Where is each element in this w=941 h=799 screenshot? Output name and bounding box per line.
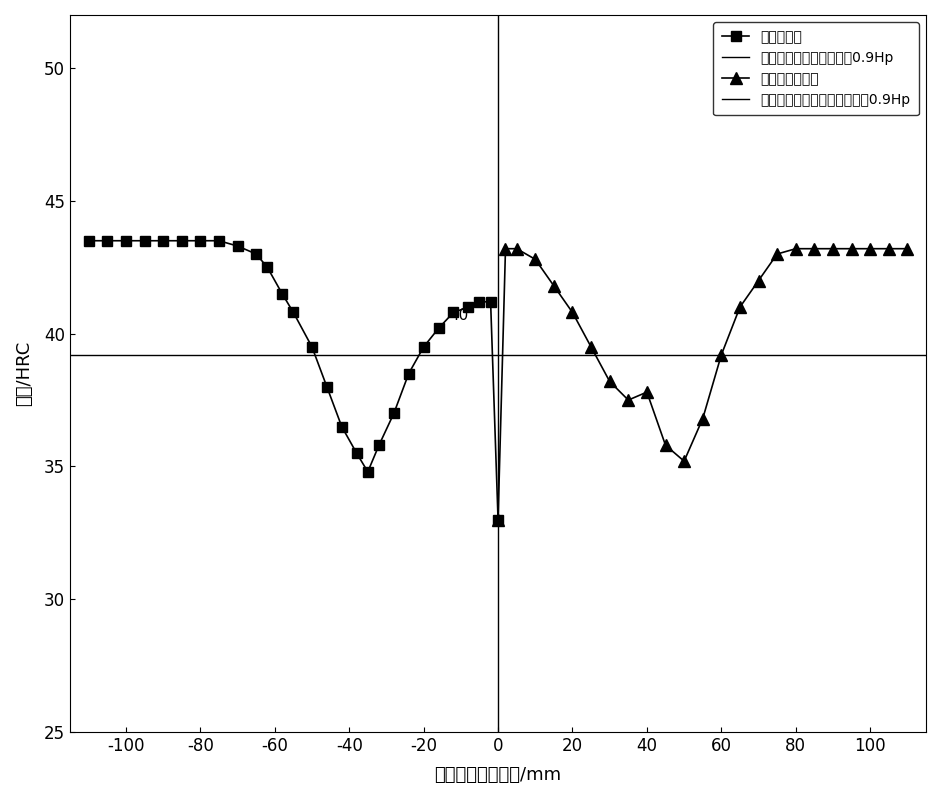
Line: 共析珠光体钢轨: 共析珠光体钢轨 — [492, 243, 913, 525]
X-axis label: 与焊缝中心的距离/mm: 与焊缝中心的距离/mm — [435, 766, 562, 784]
贝氏体钢轨 — [351, 448, 362, 458]
贝氏体钢轨 — [374, 440, 385, 450]
贝氏体钢轨软化区测量线0.9Hp — [492, 350, 503, 360]
贝氏体钢轨 — [418, 342, 429, 352]
共析珠光体钢轨 — [901, 244, 913, 253]
贝氏体钢轨 — [463, 302, 474, 312]
贝氏体钢轨 — [157, 236, 168, 245]
贝氏体钢轨 — [262, 263, 273, 272]
Y-axis label: 硬度/HRC: 硬度/HRC — [15, 341, 33, 406]
贝氏体钢轨 — [307, 342, 318, 352]
共析珠光体钢轨 — [678, 456, 690, 466]
共析珠光体钢轨 — [827, 244, 838, 253]
共析珠光体钢轨 — [808, 244, 820, 253]
共析珠光体钢轨 — [716, 350, 727, 360]
共析珠光体钢轨 — [846, 244, 857, 253]
贝氏体钢轨 — [83, 236, 94, 245]
共析珠光体钢轨 — [604, 376, 615, 386]
共析珠光体钢轨 — [623, 396, 634, 405]
共析珠光体钢轨 — [660, 440, 671, 450]
贝氏体钢轨 — [214, 236, 225, 245]
贝氏体钢轨 — [277, 289, 288, 299]
共析珠光体钢轨 — [530, 255, 541, 264]
共析珠光体钢轨 — [790, 244, 802, 253]
共析珠光体钢轨 — [549, 281, 560, 291]
贝氏体钢轨 — [474, 297, 486, 307]
贝氏体钢轨 — [448, 308, 459, 317]
贝氏体钢轨 — [176, 236, 187, 245]
共析珠光体钢轨 — [641, 388, 652, 397]
共析珠光体钢轨 — [500, 244, 511, 253]
共析珠光体钢轨 — [884, 244, 895, 253]
共析珠光体钢轨 — [697, 414, 709, 423]
共析珠光体钢轨 — [585, 342, 597, 352]
贝氏体钢轨 — [389, 408, 400, 418]
共析珠光体钢轨 — [492, 515, 503, 524]
贝氏体钢轨 — [195, 236, 206, 245]
Line: 贝氏体钢轨: 贝氏体钢轨 — [84, 236, 502, 524]
共析珠光体钢轨 — [566, 308, 578, 317]
共析珠光体钢轨 — [734, 302, 745, 312]
共析珠光体钢轨 — [772, 249, 783, 259]
Text: 40: 40 — [450, 308, 469, 324]
贝氏体钢轨 — [139, 236, 151, 245]
贝氏体钢轨 — [362, 467, 374, 476]
共析珠光体钢轨 — [865, 244, 876, 253]
贝氏体钢轨 — [231, 241, 243, 251]
贝氏体钢轨 — [403, 368, 414, 378]
贝氏体钢轨 — [250, 249, 262, 259]
Legend: 贝氏体钢轨, 贝氏体钢轨软化区测量线0.9Hp, 共析珠光体钢轨, 共析珠光体钢轨软化区测量线0.9Hp: 贝氏体钢轨, 贝氏体钢轨软化区测量线0.9Hp, 共析珠光体钢轨, 共析珠光体钢… — [713, 22, 919, 115]
贝氏体钢轨 — [336, 422, 347, 431]
贝氏体钢轨 — [433, 324, 444, 333]
贝氏体钢轨 — [288, 308, 299, 317]
贝氏体钢轨 — [485, 297, 496, 307]
贝氏体钢轨 — [492, 515, 503, 524]
贝氏体钢轨 — [321, 382, 332, 392]
共析珠光体钢轨 — [753, 276, 764, 285]
贝氏体钢轨 — [120, 236, 132, 245]
贝氏体钢轨软化区测量线0.9Hp — [496, 350, 507, 360]
共析珠光体钢轨 — [511, 244, 522, 253]
贝氏体钢轨 — [102, 236, 113, 245]
